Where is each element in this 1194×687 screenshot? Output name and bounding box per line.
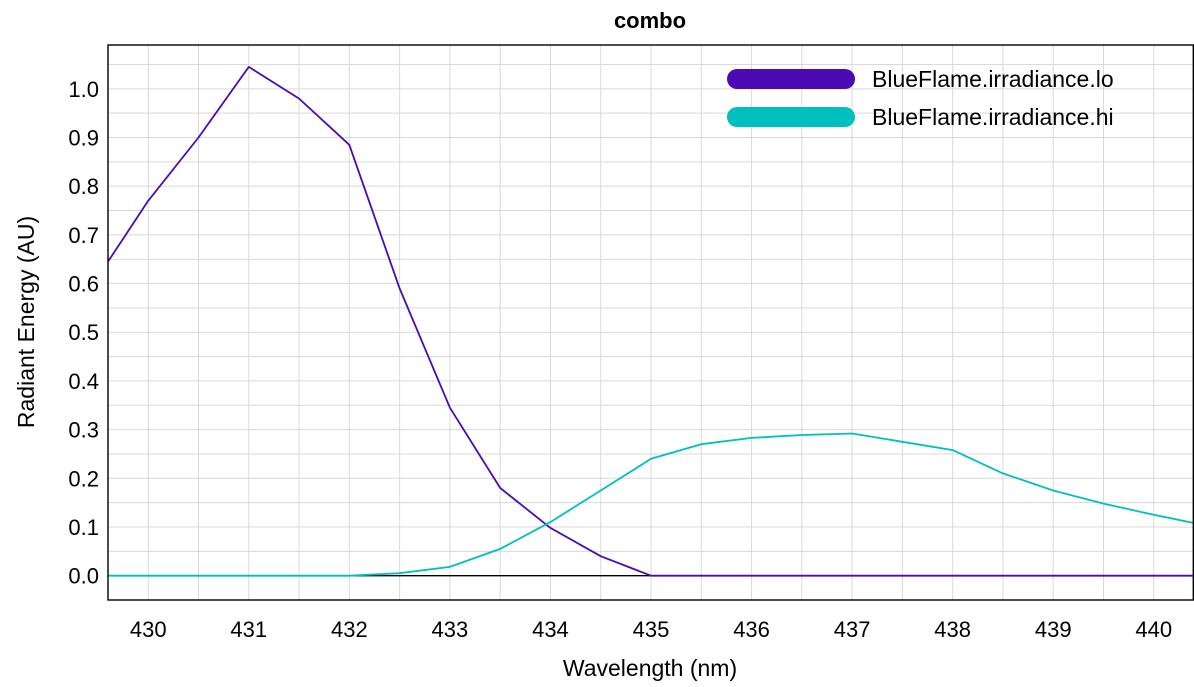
y-tick-label: 0.2 [68, 466, 99, 491]
x-tick-label: 436 [733, 617, 770, 642]
y-axis-label: Radiant Energy (AU) [13, 216, 39, 428]
x-tick-label: 438 [934, 617, 971, 642]
y-tick-label: 0.1 [68, 515, 99, 540]
x-tick-label: 437 [834, 617, 871, 642]
y-tick-label: 0.9 [68, 126, 99, 151]
x-tick-label: 434 [532, 617, 569, 642]
x-tick-label: 430 [130, 617, 167, 642]
x-axis-label: Wavelength (nm) [563, 655, 737, 681]
x-tick-label: 435 [633, 617, 670, 642]
series-line-1 [108, 432, 1194, 577]
legend-label-1: BlueFlame.irradiance.hi [872, 104, 1114, 130]
y-tick-label: 1.0 [68, 77, 99, 102]
legend: BlueFlame.irradiance.lo BlueFlame.irradia… [727, 66, 1114, 130]
y-tick-label: 0.0 [68, 564, 99, 589]
x-tick-label: 431 [230, 617, 267, 642]
series-line-0 [107, 66, 1194, 577]
y-tick-labels: 0.0 0.1 0.2 0.3 0.4 0.5 0.6 0.7 0.8 0.9 1.0 [68, 77, 99, 589]
legend-label-0: BlueFlame.irradiance.lo [872, 66, 1114, 92]
x-tick-labels: 430 431 432 433 434 435 436 437 438 439 440 [130, 617, 1172, 642]
x-tick-label: 432 [331, 617, 368, 642]
x-tick-label: 439 [1035, 617, 1072, 642]
y-tick-label: 0.6 [68, 272, 99, 297]
y-tick-label: 0.7 [68, 223, 99, 248]
y-tick-label: 0.4 [68, 369, 99, 394]
x-tick-label: 433 [432, 617, 469, 642]
y-tick-label: 0.8 [68, 174, 99, 199]
x-tick-label: 440 [1135, 617, 1172, 642]
y-tick-label: 0.5 [68, 320, 99, 345]
y-tick-label: 0.3 [68, 418, 99, 443]
plot-frame [107, 44, 1194, 601]
series-lines [107, 66, 1194, 577]
chart-title: combo [614, 8, 686, 33]
